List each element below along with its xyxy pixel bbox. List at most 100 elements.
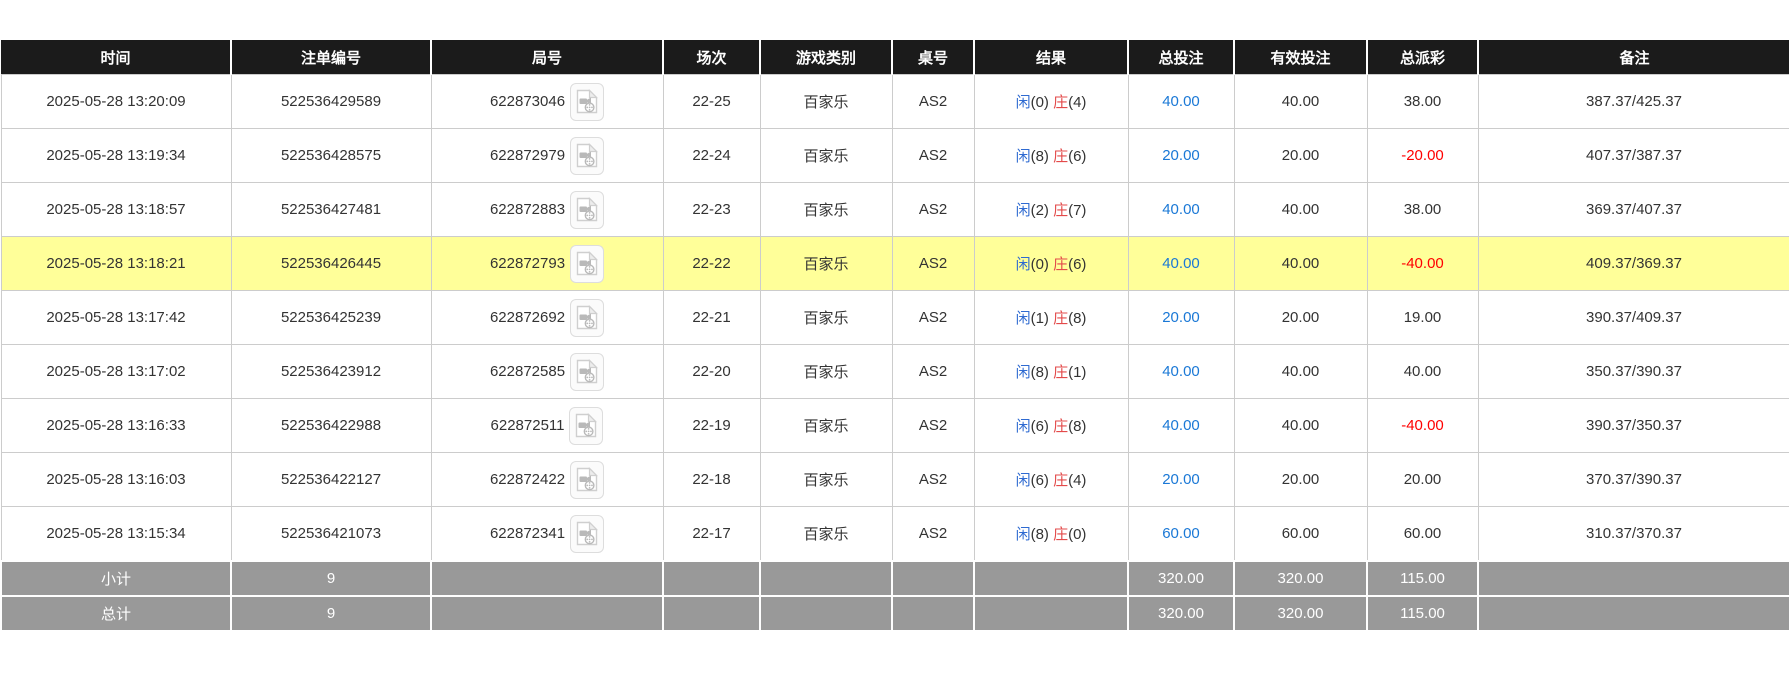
cell-bet-id: 522536422988 (230, 398, 432, 453)
result-banker-label: 庄 (1053, 364, 1069, 381)
result-player-points: (0) (1030, 256, 1054, 273)
video-icon (575, 413, 598, 438)
cell-total-payout: 38.00 (1366, 74, 1479, 129)
table-row[interactable]: 2025-05-28 13:16:33 522536422988 622872511… (0, 398, 1789, 453)
round-id-text: 622873046 (489, 93, 566, 110)
cell-table-no: AS2 (891, 290, 975, 345)
cell-bet-id: 522536423912 (230, 344, 432, 399)
cell-bet-id: 522536421073 (230, 506, 432, 562)
subtotal-count: 9 (230, 560, 432, 597)
video-replay-button[interactable] (569, 406, 604, 445)
col-header-table_no: 桌号 (891, 40, 975, 75)
result-player-points: (6) (1030, 472, 1054, 489)
video-replay-button[interactable] (570, 244, 605, 283)
video-replay-button[interactable] (570, 136, 605, 175)
cell-time: 2025-05-28 13:19:34 (0, 128, 232, 183)
cell-total-payout: 20.00 (1366, 452, 1479, 507)
result-banker-label: 庄 (1053, 526, 1069, 543)
table-row[interactable]: 2025-05-28 13:18:57 522536427481 622872883… (0, 182, 1789, 237)
cell-total-bet: 40.00 (1127, 182, 1235, 237)
result-player-label: 闲 (1015, 418, 1031, 435)
subtotal-round (430, 560, 664, 597)
subtotal-session (662, 560, 761, 597)
result-banker-label: 庄 (1053, 148, 1069, 165)
result-player-label: 闲 (1015, 94, 1031, 111)
subtotal-valid-bet: 320.00 (1233, 560, 1368, 597)
cell-table-no: AS2 (891, 452, 975, 507)
col-header-total_bet: 总投注 (1127, 40, 1235, 75)
table-row[interactable]: 2025-05-28 13:16:03 522536422127 622872422… (0, 452, 1789, 507)
total-bet-link[interactable]: 40.00 (1162, 417, 1200, 434)
result-banker-label: 庄 (1053, 202, 1069, 219)
cell-session: 22-22 (662, 236, 761, 291)
total-bet-link[interactable]: 60.00 (1162, 525, 1200, 542)
cell-total-payout: 60.00 (1366, 506, 1479, 562)
total-bet-link[interactable]: 20.00 (1162, 147, 1200, 164)
round-id-text: 622872883 (489, 201, 566, 218)
subtotal-label: 小计 (0, 560, 232, 597)
cell-result: 闲(6) 庄(4) (973, 452, 1129, 507)
cell-valid-bet: 20.00 (1233, 128, 1368, 183)
cell-table-no: AS2 (891, 344, 975, 399)
cell-session: 22-19 (662, 398, 761, 453)
table-row[interactable]: 2025-05-28 13:17:02 522536423912 622872585… (0, 344, 1789, 399)
video-replay-button[interactable] (570, 82, 605, 121)
subtotal-row: 小计 9 320.00 320.00 115.00 (0, 560, 1789, 597)
col-header-bet_id: 注单编号 (230, 40, 432, 75)
subtotal-total-bet: 320.00 (1127, 560, 1235, 597)
cell-time: 2025-05-28 13:17:02 (0, 344, 232, 399)
total-payout-value: -40.00 (1401, 417, 1444, 434)
total-bet-link[interactable]: 20.00 (1162, 471, 1200, 488)
cell-valid-bet: 40.00 (1233, 344, 1368, 399)
cell-table-no: AS2 (891, 398, 975, 453)
video-replay-button[interactable] (570, 298, 605, 337)
table-row[interactable]: 2025-05-28 13:17:42 522536425239 622872692… (0, 290, 1789, 345)
cell-result: 闲(0) 庄(6) (973, 236, 1129, 291)
subtotal-result (973, 560, 1129, 597)
subtotal-remark (1477, 560, 1789, 597)
cell-total-payout: 38.00 (1366, 182, 1479, 237)
cell-session: 22-17 (662, 506, 761, 562)
table-row[interactable]: 2025-05-28 13:19:34 522536428575 622872979… (0, 128, 1789, 183)
table-row[interactable]: 2025-05-28 13:15:34 522536421073 622872341… (0, 506, 1789, 562)
video-replay-button[interactable] (570, 514, 605, 553)
cell-result: 闲(1) 庄(8) (973, 290, 1129, 345)
table-row[interactable]: 2025-05-28 13:18:21 522536426445 622872793… (0, 236, 1789, 291)
cell-remark: 409.37/369.37 (1477, 236, 1789, 291)
col-header-game_type: 游戏类别 (759, 40, 893, 75)
col-header-session: 场次 (662, 40, 761, 75)
cell-total-bet: 40.00 (1127, 344, 1235, 399)
total-bet-link[interactable]: 20.00 (1162, 309, 1200, 326)
cell-valid-bet: 40.00 (1233, 74, 1368, 129)
total-bet-link[interactable]: 40.00 (1162, 255, 1200, 272)
result-player-label: 闲 (1015, 256, 1031, 273)
cell-table-no: AS2 (891, 182, 975, 237)
total-round (430, 595, 664, 632)
cell-time: 2025-05-28 13:16:03 (0, 452, 232, 507)
cell-round-id: 622873046 (430, 74, 664, 129)
total-payout-value: 38.00 (1403, 201, 1442, 218)
result-banker-points: (8) (1068, 418, 1087, 435)
result-banker-points: (6) (1068, 148, 1087, 165)
total-game-type (759, 595, 893, 632)
result-banker-points: (4) (1068, 94, 1087, 111)
video-icon (576, 359, 598, 384)
total-table-no (891, 595, 975, 632)
cell-result: 闲(0) 庄(4) (973, 74, 1129, 129)
total-bet-link[interactable]: 40.00 (1162, 201, 1200, 218)
result-banker-points: (7) (1068, 202, 1087, 219)
cell-table-no: AS2 (891, 128, 975, 183)
total-bet-link[interactable]: 40.00 (1162, 93, 1200, 110)
video-icon (576, 143, 598, 168)
cell-result: 闲(8) 庄(1) (973, 344, 1129, 399)
video-icon (576, 305, 598, 330)
total-bet-link[interactable]: 40.00 (1162, 363, 1200, 380)
total-payout-value: 60.00 (1403, 525, 1442, 542)
result-player-label: 闲 (1015, 364, 1031, 381)
video-replay-button[interactable] (570, 352, 605, 391)
table-row[interactable]: 2025-05-28 13:20:09 522536429589 622873046… (0, 74, 1789, 129)
video-replay-button[interactable] (570, 460, 605, 499)
cell-total-payout: -20.00 (1366, 128, 1479, 183)
cell-remark: 350.37/390.37 (1477, 344, 1789, 399)
video-replay-button[interactable] (570, 190, 605, 229)
